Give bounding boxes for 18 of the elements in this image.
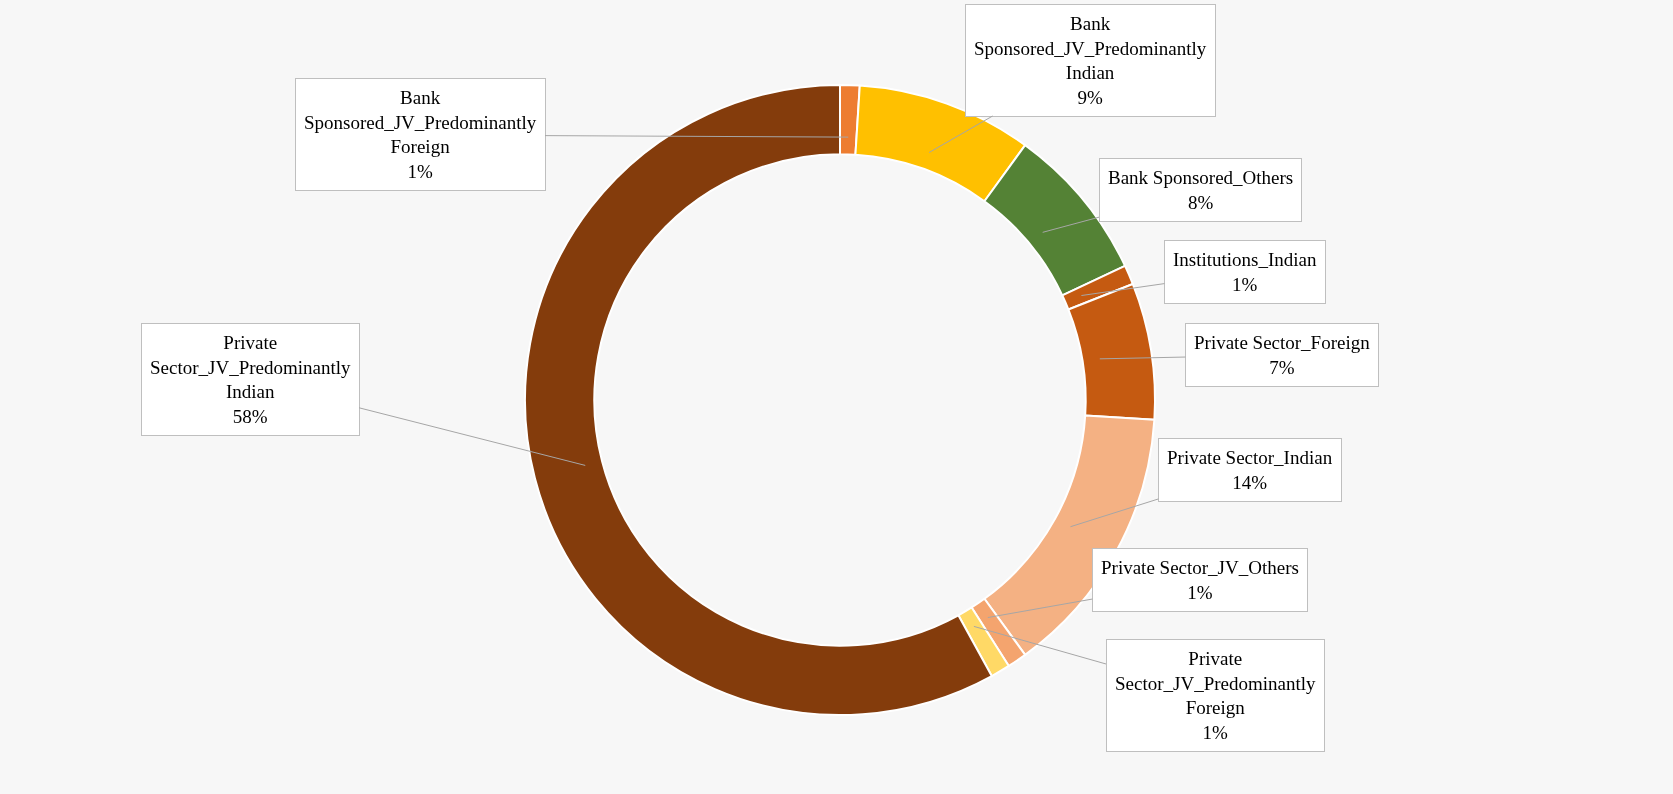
data-label: 9% <box>1077 87 1103 109</box>
slice-label: Private Sector_JV_Predominantly Indian <box>150 332 352 403</box>
slice-label: Private Sector_Indian <box>1167 447 1333 468</box>
data-label: 7% <box>1269 356 1295 378</box>
data-label: 1% <box>407 161 433 183</box>
slice-label: Private Sector_JV_Predominantly Foreign <box>1115 648 1317 719</box>
data-label: 1% <box>1202 722 1229 744</box>
slice-label: Bank Sponsored_JV_Predominantly Foreign <box>304 87 537 158</box>
slice-label: Institutions_Indian <box>1173 249 1318 270</box>
data-label: 1% <box>1232 273 1258 295</box>
data-label: 1% <box>1187 581 1213 603</box>
data-label: 8% <box>1187 191 1214 213</box>
data-label: 14% <box>1232 471 1268 493</box>
data-label: 58% <box>232 406 268 428</box>
slice-label: Private Sector_Foreign <box>1194 332 1371 353</box>
slice-label: Private Sector_JV_Others <box>1101 557 1299 578</box>
slice-label: Bank Sponsored_Others <box>1108 167 1294 188</box>
slice-label: Bank Sponsored_JV_Predominantly Indian <box>974 13 1207 84</box>
